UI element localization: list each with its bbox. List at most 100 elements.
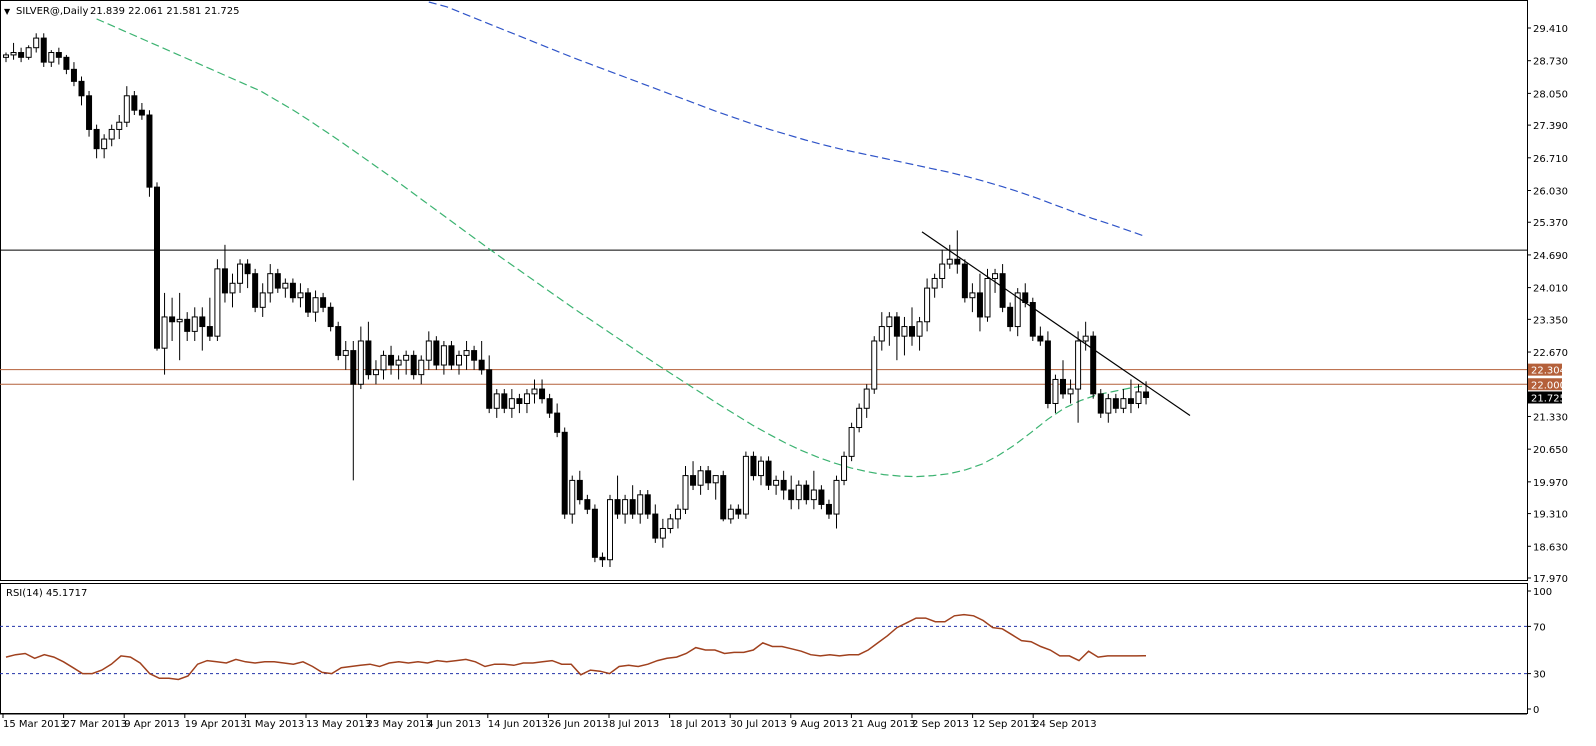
rsi-title: RSI(14) 45.1717 [6, 588, 87, 599]
candle-up [795, 484, 802, 501]
candle-down [825, 503, 832, 515]
rsi-tick-label: 30 [1533, 670, 1546, 681]
candle-down [561, 431, 568, 515]
price-box-label: 21.725 [1531, 393, 1566, 404]
candle-up [372, 369, 379, 376]
candle-up [916, 321, 923, 337]
candle-down [206, 326, 213, 337]
candle-up [659, 527, 666, 539]
header-icon: ▼ [4, 7, 11, 16]
rsi-path [5, 613, 1147, 681]
rsi-tick-label: 100 [1533, 587, 1552, 598]
candle-up [176, 318, 183, 323]
time-tick-label: 14 Jun 2013 [488, 719, 548, 730]
candle-up [108, 128, 115, 140]
price-tick-label: 20.650 [1533, 445, 1568, 456]
candle-down [289, 282, 296, 299]
candle-down [86, 95, 93, 130]
candle-down [478, 359, 485, 371]
candle-down [690, 475, 697, 486]
candle-down [735, 508, 742, 515]
candle-down [154, 186, 160, 349]
time-tick-label: 9 Aug 2013 [791, 719, 849, 730]
candle-up [758, 460, 764, 477]
candle-down [765, 460, 772, 486]
price-tick-label: 21.330 [1533, 412, 1568, 423]
rsi-panel[interactable] [0, 583, 1528, 714]
candle-down [1007, 306, 1014, 328]
candle-up [886, 316, 893, 328]
price-panel[interactable] [0, 0, 1528, 581]
candle-up [841, 455, 848, 481]
candle-up [742, 455, 749, 515]
candle-down [1044, 340, 1051, 404]
candlesticks [3, 33, 1150, 567]
price-tick-label: 24.010 [1533, 284, 1568, 295]
candle-down [720, 475, 727, 520]
candle-up [237, 263, 244, 284]
candle-up [33, 37, 40, 49]
moving-average-fast [96, 18, 1147, 478]
price-axis: 29.410 28.730 28.050 27.390 26.710 26.030 25.3… [1527, 24, 1568, 585]
ohlc-readout: 21.839 22.061 21.581 21.725 [90, 6, 240, 17]
candle-down [705, 470, 712, 484]
candle-up [463, 350, 470, 356]
candle-down [1037, 335, 1044, 342]
candle-up [901, 326, 908, 337]
candle-down [138, 109, 145, 116]
candle-up [939, 263, 946, 279]
candle-down [546, 398, 553, 414]
trendline [921, 231, 1191, 416]
ma-fast-line [96, 18, 1147, 478]
candle-up [667, 518, 674, 529]
candle-up [395, 359, 402, 366]
time-tick-label: 12 Sep 2013 [973, 719, 1036, 730]
price-tick-label: 28.050 [1533, 89, 1568, 100]
candle-up [297, 292, 304, 299]
candle-up [682, 475, 689, 510]
candle-up [674, 508, 681, 520]
candle-down [169, 316, 176, 323]
candle-down [252, 273, 259, 308]
candle-down [40, 37, 47, 63]
price-box-label: 22.000 [1531, 380, 1566, 391]
time-tick-label: 27 Mar 2013 [64, 719, 127, 730]
candle-up [946, 258, 953, 265]
candle-down [305, 292, 311, 313]
candle-down [55, 52, 62, 58]
candle-up [101, 138, 108, 150]
candle-up [229, 282, 236, 294]
candle-down [1112, 398, 1119, 409]
candle-up [622, 499, 629, 515]
price-tick-label: 17.970 [1533, 574, 1568, 585]
candle-up [992, 273, 999, 279]
candle-up [456, 354, 462, 366]
candle-up [312, 297, 319, 313]
candle-up [214, 268, 221, 337]
price-tick-label: 26.030 [1533, 187, 1568, 198]
time-tick-label: 19 Apr 2013 [185, 719, 247, 730]
candle-up [25, 47, 32, 58]
symbol-label: SILVER@,Daily [16, 6, 88, 17]
candle-down [1029, 302, 1036, 337]
time-tick-label: 18 Jul 2013 [670, 719, 727, 730]
candle-up [1105, 398, 1112, 414]
candle-up [1014, 292, 1021, 328]
candle-up [569, 479, 576, 515]
candle-up [161, 316, 168, 349]
candle-down [93, 128, 100, 150]
candle-up [357, 340, 364, 385]
candle-down [78, 80, 85, 97]
price-tick-label: 29.410 [1533, 24, 1568, 35]
candle-down [780, 479, 787, 491]
candle-down [335, 326, 342, 356]
candle-up [493, 393, 500, 409]
candle-down [599, 556, 606, 561]
candle-down [365, 340, 372, 376]
candle-down [221, 268, 228, 294]
price-tick-label: 19.310 [1533, 510, 1568, 521]
candle-down [63, 56, 70, 70]
candle-down [184, 318, 191, 332]
candle-up [48, 52, 55, 63]
